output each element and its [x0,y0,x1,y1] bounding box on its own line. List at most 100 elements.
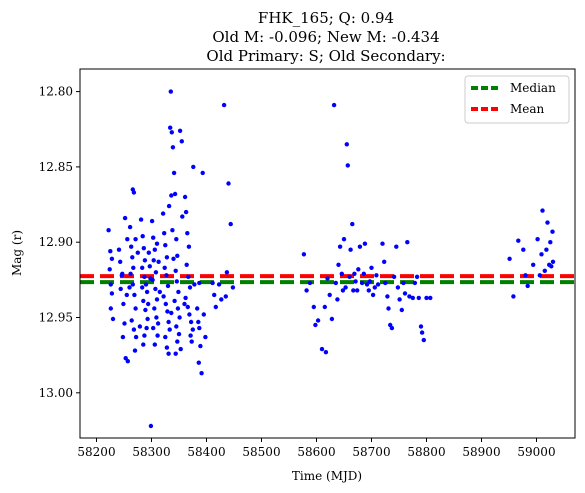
data-point [339,271,344,276]
data-point [121,301,126,307]
data-point [164,273,169,278]
data-point [370,292,376,298]
data-point [544,247,549,252]
x-tick-label: 58200 [77,445,115,459]
data-point [109,291,115,296]
reference-lines [80,274,575,285]
y-axis-label: Mag (r) [10,230,24,276]
data-point [335,297,340,302]
data-point [369,265,374,270]
data-point [144,325,149,331]
data-point [187,285,193,290]
data-point [414,274,420,279]
data-point [141,298,146,304]
data-point [162,265,167,270]
data-point [156,259,161,264]
x-tick-label: 58500 [242,445,280,459]
data-point [352,271,357,276]
data-point [163,334,168,340]
data-point [142,274,147,279]
data-point [140,234,145,239]
data-point [535,237,540,242]
data-point [357,244,363,249]
data-point [196,360,201,365]
data-point [160,211,166,216]
data-point [140,285,145,290]
data-point [416,295,421,301]
x-axis: 58200 58300 58400 58500 58600 58700 58800 58900… [77,438,556,459]
data-point [107,267,112,272]
data-point [197,280,202,286]
data-point [516,238,521,243]
data-point [210,280,215,286]
data-point [127,224,133,230]
data-point [175,306,181,311]
data-point [183,295,188,301]
data-point [118,286,123,292]
data-point [511,294,516,299]
data-point [382,259,387,264]
data-point [399,307,404,313]
data-point [171,256,176,261]
data-point [174,324,179,329]
data-point [331,102,337,108]
data-point [185,231,190,236]
data-point [196,319,201,325]
data-point [169,193,174,198]
data-point [226,181,231,186]
data-point [146,250,151,255]
data-point [185,304,190,310]
data-point [187,312,192,317]
data-point [344,142,349,147]
data-point [397,297,402,302]
data-point [125,237,130,242]
data-point [162,231,167,236]
data-point [188,319,194,325]
x-tick-label: 58400 [187,445,225,459]
data-point [151,325,156,331]
data-point [137,324,143,329]
data-point [174,237,179,242]
data-point [161,294,166,299]
data-point [143,307,148,313]
data-point [341,237,347,242]
data-point [108,249,113,254]
data-point [173,268,178,273]
data-point [110,316,116,322]
data-point [201,312,206,317]
data-point [154,297,160,302]
data-point [182,194,188,200]
data-point [537,273,542,278]
data-point [542,268,547,273]
data-point [200,170,205,176]
data-point [410,295,415,301]
data-point [366,288,371,293]
data-point [402,291,408,296]
data-point [155,333,160,338]
data-point [135,250,140,255]
data-point [219,297,224,302]
data-point [531,262,536,267]
data-point [230,285,236,290]
data-point [118,259,123,264]
data-point [333,280,338,286]
y-axis: 12.80 12.85 12.90 12.95 13.00 [39,85,80,400]
data-point [141,246,146,251]
data-point [177,128,183,133]
data-point [383,280,388,286]
data-point [154,315,159,320]
data-point [327,292,332,298]
data-point [319,346,325,352]
data-point [418,324,424,329]
data-point [163,301,168,307]
data-point [336,262,341,267]
data-point [128,271,133,276]
data-point [329,316,335,322]
data-point [165,283,171,289]
data-point [131,265,136,270]
plot-area [79,68,576,439]
data-point [347,274,352,279]
data-point [380,241,385,246]
data-point [198,343,203,349]
